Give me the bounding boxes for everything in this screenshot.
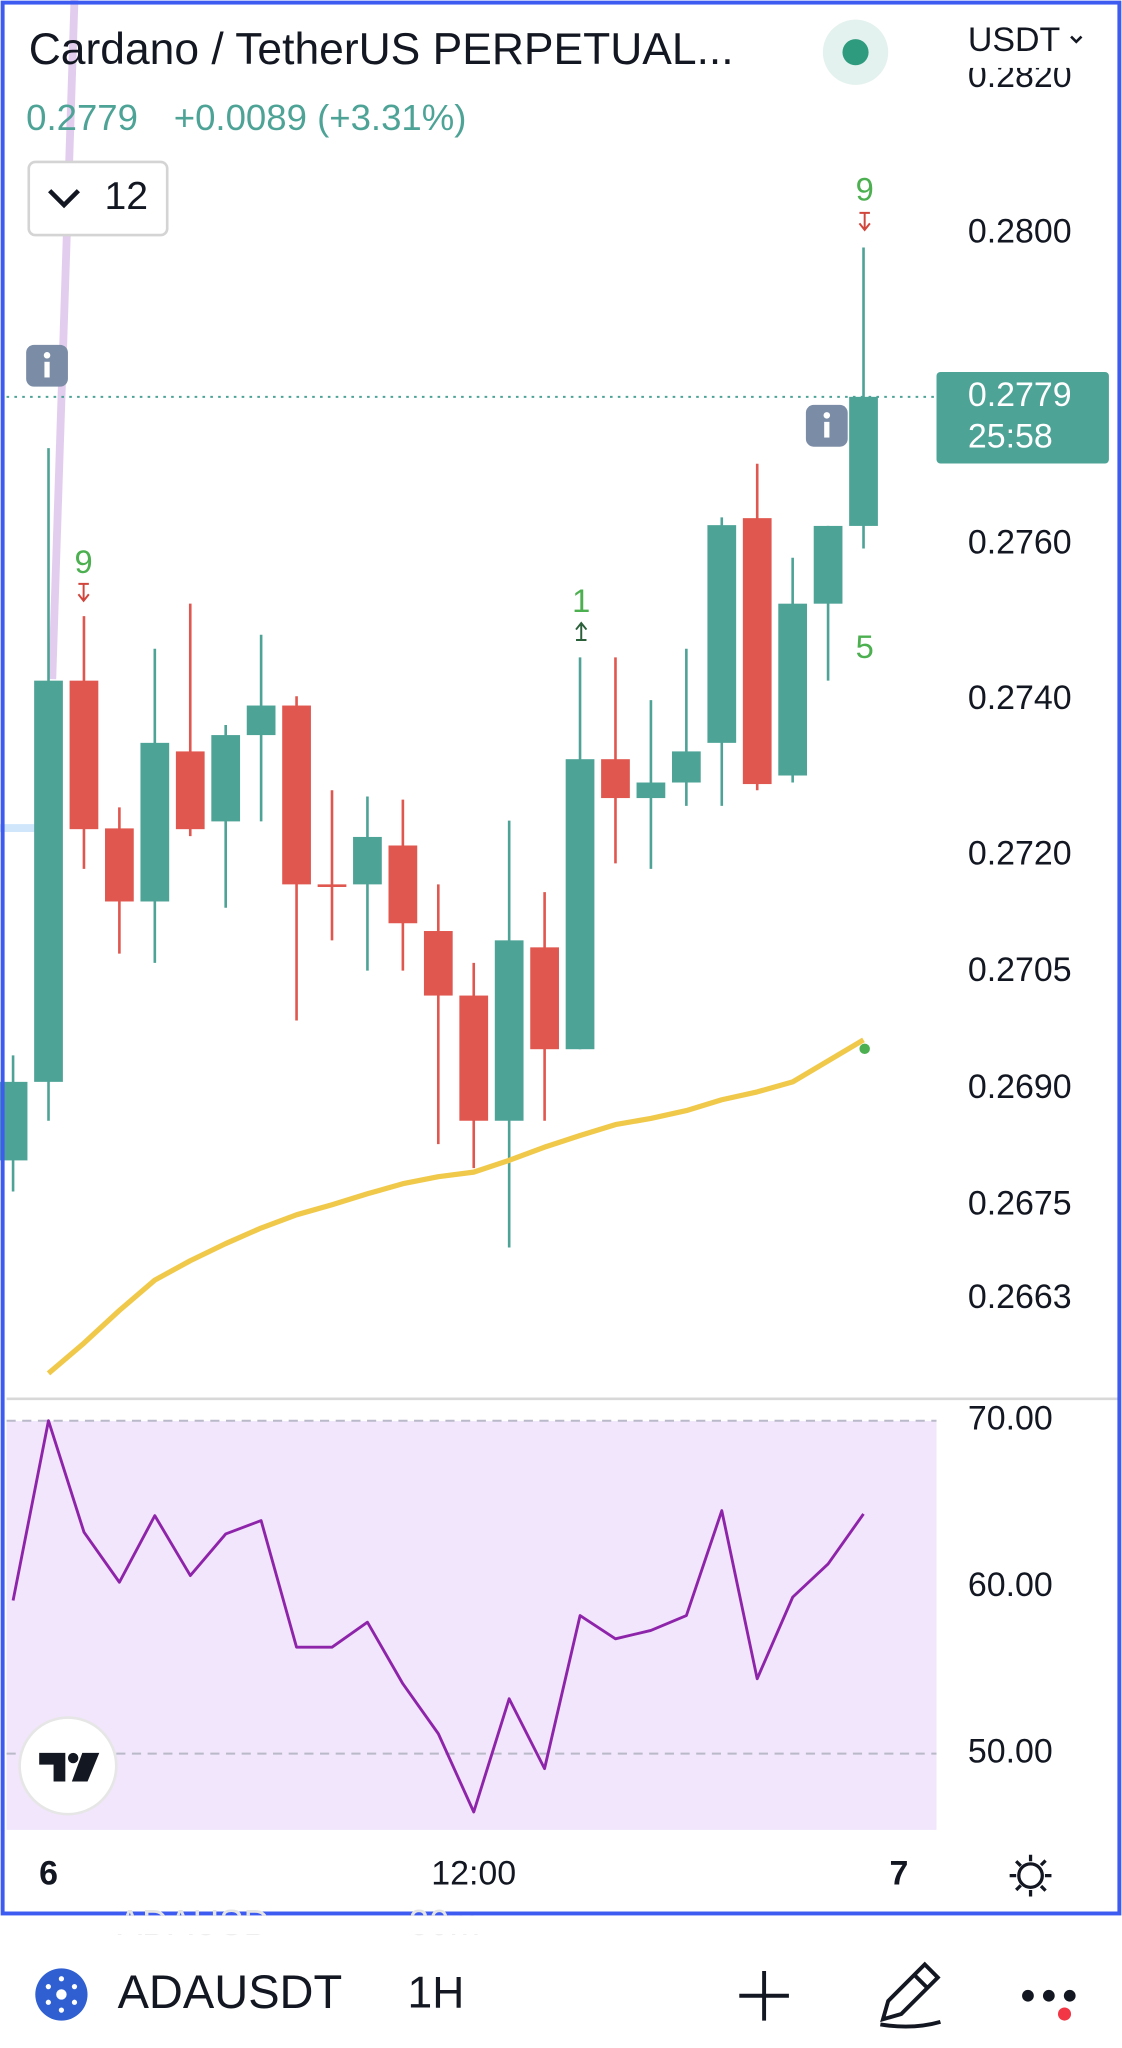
y-tick-label: 0.2690 [968, 1068, 1072, 1106]
sell-arrow [77, 582, 90, 603]
candle-body [105, 828, 134, 902]
rsi-tick-label: 60.00 [968, 1566, 1053, 1604]
rsi-tick-label: 70.00 [968, 1400, 1053, 1438]
rsi-band [6, 1421, 937, 1830]
candle-body [175, 751, 205, 830]
moving-average [46, 1037, 865, 1376]
x-tick-label: 7 [890, 1855, 909, 1893]
td-count: 5 [856, 628, 874, 665]
candle-body [459, 995, 489, 1121]
candle-body [636, 782, 666, 799]
y-tick-label: 0.2800 [968, 213, 1072, 251]
y-tick-label: 0.2675 [968, 1184, 1072, 1222]
td-count: 9 [75, 543, 93, 580]
candle-body [423, 931, 453, 996]
candle-body [246, 705, 276, 736]
interval-toggle[interactable]: 12 [27, 160, 169, 237]
candle-body [565, 759, 595, 1050]
info-icon[interactable] [26, 344, 68, 387]
candle-body [34, 680, 63, 1082]
countdown-label: 25:58 [968, 418, 1053, 456]
candle-body [707, 525, 737, 743]
candle-body [742, 518, 772, 785]
sell-arrow [858, 211, 871, 232]
candle-body [140, 742, 170, 902]
candle-body [388, 845, 418, 924]
buy-arrow [575, 621, 588, 641]
currency[interactable]: USDT [968, 21, 1060, 59]
candle-body [813, 525, 843, 604]
interval-count: 12 [105, 175, 149, 218]
candle-body [69, 680, 99, 830]
td-count: 1 [572, 582, 590, 619]
candle-body [317, 884, 347, 887]
candle-body [494, 940, 524, 1121]
y-tick-label: 0.2740 [968, 679, 1072, 717]
coin-icon-dots [45, 1976, 78, 2013]
y-tick-label: 0.2705 [968, 951, 1072, 989]
y-tick-label: 0.2663 [968, 1278, 1072, 1316]
candle-body [211, 735, 241, 822]
x-tick-label: 12:00 [431, 1855, 516, 1893]
header-price: 0.2779 [26, 97, 138, 138]
screen-frame [0, 0, 1122, 1916]
chevron [1070, 35, 1083, 44]
info-icon[interactable] [805, 404, 848, 447]
y-tick-label: 0.2760 [968, 524, 1072, 562]
settings-icon[interactable] [1009, 1854, 1052, 1897]
draw-button[interactable] [880, 1961, 941, 2029]
footer-interval[interactable]: 1H [408, 1968, 465, 2017]
td-count: 9 [856, 171, 874, 208]
candle-body [778, 603, 808, 776]
candle-body [282, 705, 311, 885]
y-tick-label: 0.2720 [968, 835, 1072, 873]
signal-dot [859, 1043, 870, 1055]
candle-body [530, 947, 559, 1050]
rsi-line [11, 1419, 865, 1814]
last-price-badge [936, 372, 1109, 464]
candle-body [353, 836, 382, 885]
market-status-dot [842, 39, 869, 66]
trend-drawing [48, 0, 79, 680]
add-button[interactable] [739, 1970, 789, 2021]
candle-body [601, 759, 630, 799]
footer-symbol[interactable]: ADAUSDT [118, 1965, 343, 2018]
chart-marks: 0.28200.28000.27600.27400.27200.27050.26… [0, 57, 1109, 1893]
header-change: +0.0089 (+3.31%) [174, 97, 467, 138]
candle-body [671, 751, 701, 783]
currency-bg [960, 18, 1117, 68]
last-price-label: 0.2779 [968, 376, 1072, 414]
more-button[interactable] [1022, 1989, 1076, 2021]
rsi-tick-label: 50.00 [968, 1733, 1053, 1771]
tradingview-logo[interactable] [18, 1716, 118, 1816]
x-tick-label: 6 [39, 1855, 58, 1893]
symbol-title: Cardano / TetherUS PERPETUAL... [29, 25, 734, 74]
candle-body [849, 396, 878, 526]
footer-mask [0, 1916, 1122, 1935]
